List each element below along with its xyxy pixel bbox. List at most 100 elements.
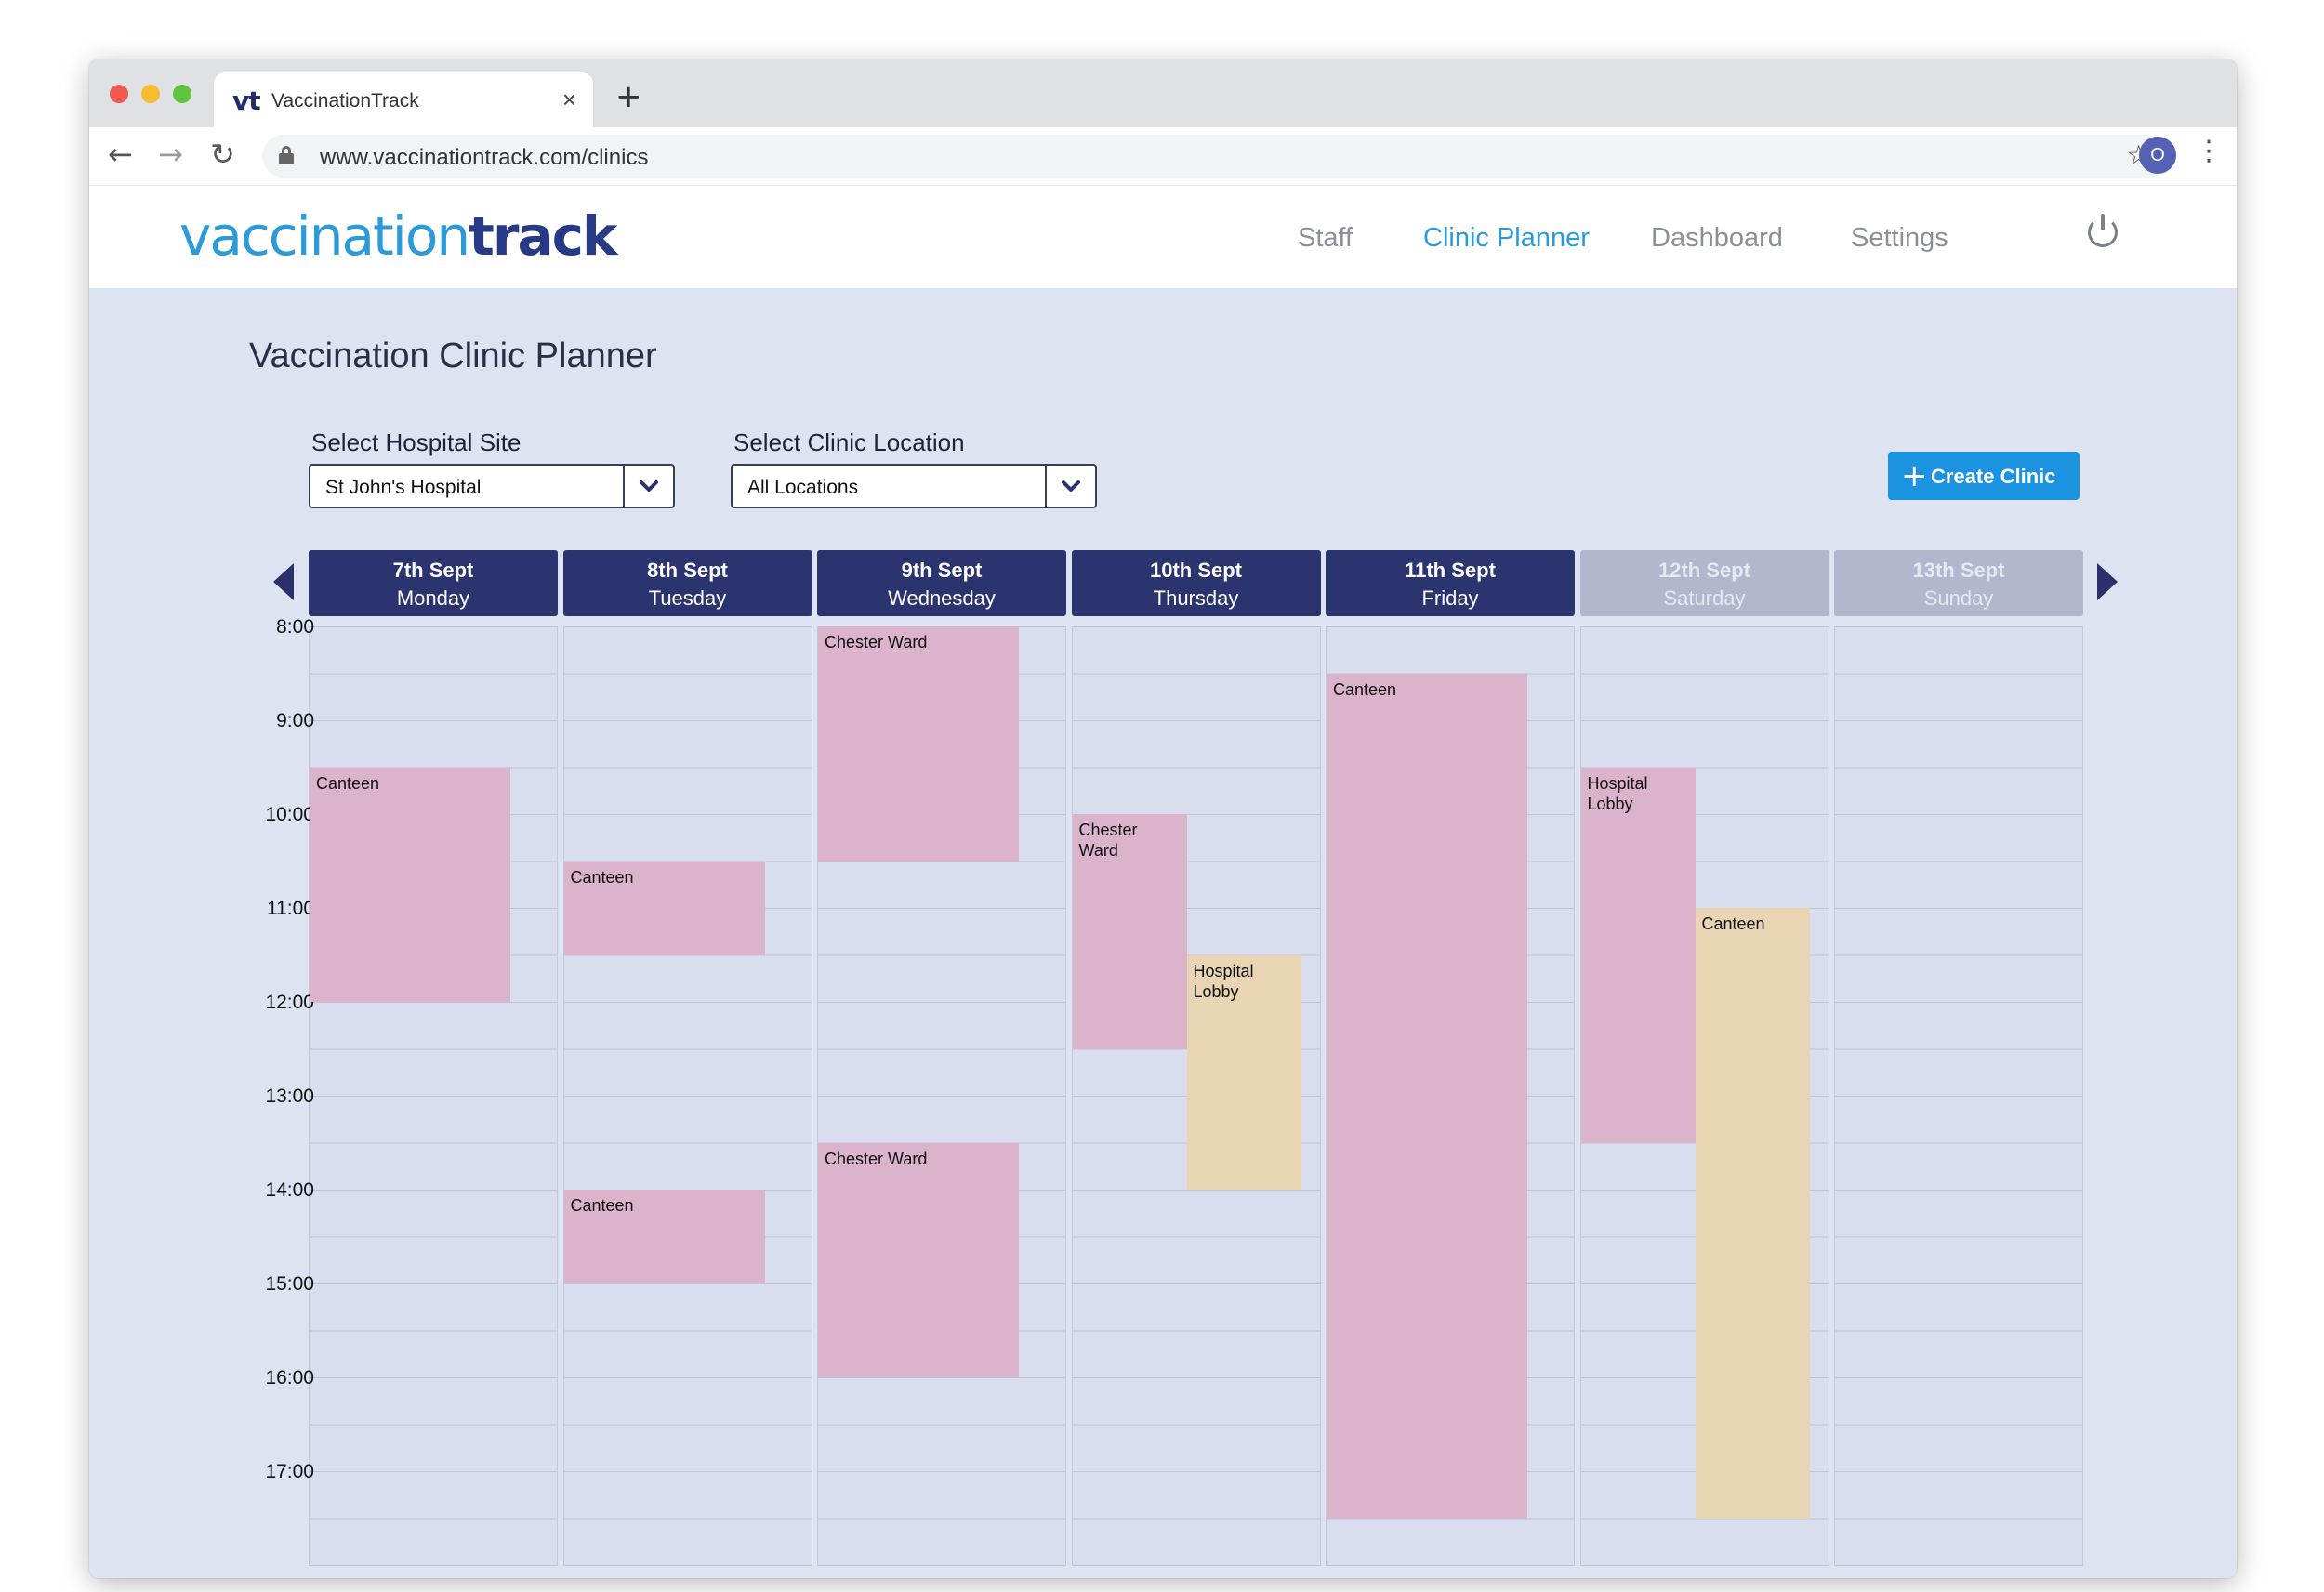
select-divider bbox=[1045, 466, 1047, 507]
day-header[interactable]: 12th Sept Saturday bbox=[1579, 550, 1829, 616]
day-header[interactable]: 9th Sept Wednesday bbox=[817, 550, 1066, 616]
day-column[interactable] bbox=[1834, 626, 2083, 1566]
profile-avatar[interactable]: O bbox=[2139, 137, 2176, 174]
select-divider bbox=[623, 466, 625, 507]
clinic-event[interactable]: Chester Ward bbox=[1072, 814, 1187, 1049]
day-date: 9th Sept bbox=[901, 559, 983, 582]
maximize-window-button[interactable] bbox=[173, 85, 191, 103]
nav-dashboard[interactable]: Dashboard bbox=[1651, 223, 1783, 253]
create-clinic-label: Create Clinic bbox=[1931, 465, 2056, 488]
day-name: Sunday bbox=[1923, 586, 1994, 610]
clinic-event-label: Canteen bbox=[316, 773, 380, 793]
close-window-button[interactable] bbox=[110, 85, 128, 103]
time-label: 17:00 bbox=[265, 1461, 314, 1482]
day-header[interactable]: 8th Sept Tuesday bbox=[562, 550, 812, 616]
clinic-event-label: Hospital bbox=[1587, 773, 1648, 793]
next-week-arrow-icon[interactable] bbox=[2097, 563, 2118, 600]
hospital-site-select[interactable]: St John's Hospital bbox=[309, 464, 675, 508]
app-header: vaccinationtrack Staff Clinic Planner Da… bbox=[89, 186, 2237, 288]
time-label: 16:00 bbox=[265, 1367, 314, 1388]
tab-title: VaccinationTrack bbox=[271, 90, 419, 112]
clinic-event-label: Canteen bbox=[1333, 679, 1397, 699]
nav-settings[interactable]: Settings bbox=[1851, 223, 1948, 253]
day-header[interactable]: 10th Sept Thursday bbox=[1071, 550, 1321, 616]
time-label: 12:00 bbox=[265, 992, 314, 1013]
logo-part-vaccination: vaccination bbox=[179, 204, 470, 268]
clinic-location-value: All Locations bbox=[747, 477, 859, 498]
day-header[interactable]: 7th Sept Monday bbox=[309, 550, 558, 616]
minimize-window-button[interactable] bbox=[141, 85, 160, 103]
day-name: Friday bbox=[1421, 586, 1479, 610]
chevron-down-icon bbox=[640, 480, 658, 492]
day-name: Saturday bbox=[1663, 586, 1746, 610]
day-column[interactable] bbox=[562, 626, 812, 1566]
logo-part-track: track bbox=[469, 204, 617, 268]
create-clinic-button[interactable]: + Create Clinic bbox=[1888, 452, 2080, 500]
browser-toolbar: ← → ↻ www.vaccinationtrack.com/clinics ☆… bbox=[89, 127, 2237, 186]
clinic-event[interactable]: Canteen bbox=[1695, 908, 1810, 1519]
day-name: Thursday bbox=[1153, 586, 1239, 610]
day-date: 13th Sept bbox=[1912, 559, 2005, 582]
clinic-event[interactable]: Chester Ward bbox=[818, 626, 1019, 862]
hospital-site-value: St John's Hospital bbox=[325, 477, 482, 498]
day-date: 10th Sept bbox=[1149, 559, 1243, 582]
app-logo[interactable]: vaccinationtrack bbox=[179, 204, 618, 268]
clinic-event-label: Chester Ward bbox=[825, 633, 928, 651]
nav-clinic-planner[interactable]: Clinic Planner bbox=[1423, 223, 1590, 253]
forward-arrow-icon[interactable]: → bbox=[158, 137, 183, 172]
favicon-icon: vt bbox=[232, 86, 261, 116]
clinic-event[interactable]: Hospital Lobby bbox=[1186, 954, 1301, 1190]
day-header[interactable]: 13th Sept Sunday bbox=[1834, 550, 2083, 616]
hospital-site-label: Select Hospital Site bbox=[311, 428, 522, 456]
clinic-event[interactable]: Canteen bbox=[563, 861, 765, 955]
time-label: 11:00 bbox=[267, 898, 314, 919]
time-label: 10:00 bbox=[265, 804, 314, 825]
day-name: Tuesday bbox=[648, 586, 727, 610]
clinic-event-label: Canteen bbox=[1701, 914, 1765, 933]
browser-window: vt VaccinationTrack × + ← → ↻ www.vaccin… bbox=[89, 59, 2237, 1578]
url-text[interactable]: www.vaccinationtrack.com/clinics bbox=[320, 145, 649, 170]
clinic-event-label: Canteen bbox=[570, 867, 634, 887]
clinic-event-label: Ward bbox=[1078, 841, 1118, 860]
clinic-event-label: Hospital bbox=[1193, 961, 1254, 980]
clinic-event-label: Chester Ward bbox=[825, 1149, 928, 1168]
address-bar[interactable]: www.vaccinationtrack.com/clinics ☆ bbox=[262, 135, 2168, 178]
close-tab-icon[interactable]: × bbox=[561, 86, 576, 113]
previous-week-arrow-icon[interactable] bbox=[273, 563, 294, 600]
back-arrow-icon[interactable]: ← bbox=[108, 137, 133, 172]
clinic-location-select[interactable]: All Locations bbox=[731, 464, 1097, 508]
clinic-event-label: Canteen bbox=[570, 1196, 634, 1215]
day-header[interactable]: 11th Sept Friday bbox=[1326, 550, 1575, 616]
clinic-event[interactable]: Canteen bbox=[310, 767, 510, 1002]
plus-icon: + bbox=[1901, 457, 1928, 494]
chevron-down-icon bbox=[1062, 480, 1080, 492]
time-label: 13:00 bbox=[265, 1085, 314, 1107]
page-title: Vaccination Clinic Planner bbox=[249, 336, 657, 375]
day-name: Monday bbox=[396, 586, 470, 610]
browser-tab[interactable]: vt VaccinationTrack × bbox=[214, 72, 593, 127]
day-date: 11th Sept bbox=[1405, 559, 1496, 582]
time-label: 8:00 bbox=[276, 616, 314, 638]
clinic-event[interactable]: Hospital Lobby bbox=[1580, 767, 1696, 1143]
clinic-event[interactable]: Canteen bbox=[563, 1190, 765, 1283]
time-label: 9:00 bbox=[276, 710, 314, 731]
time-label: 15:00 bbox=[265, 1273, 314, 1295]
day-name: Wednesday bbox=[888, 586, 996, 610]
clinic-event[interactable]: Canteen bbox=[1327, 673, 1527, 1519]
reload-icon[interactable]: ↻ bbox=[210, 137, 235, 172]
day-date: 12th Sept bbox=[1657, 559, 1751, 582]
clinic-event[interactable]: Chester Ward bbox=[818, 1142, 1019, 1377]
clinic-event-label: Chester bbox=[1078, 821, 1138, 839]
lock-icon bbox=[279, 146, 294, 164]
clinic-location-label: Select Clinic Location bbox=[733, 428, 965, 456]
day-date: 7th Sept bbox=[392, 559, 474, 582]
clinic-event-label: Lobby bbox=[1193, 981, 1239, 1001]
day-date: 8th Sept bbox=[647, 559, 728, 582]
nav-staff[interactable]: Staff bbox=[1298, 223, 1353, 253]
power-icon[interactable] bbox=[2088, 214, 2119, 247]
kebab-menu-icon[interactable]: ⋮ bbox=[2195, 135, 2223, 167]
time-label: 14:00 bbox=[265, 1179, 314, 1201]
new-tab-icon[interactable]: + bbox=[615, 78, 642, 115]
tab-strip: vt VaccinationTrack × + bbox=[89, 59, 2237, 127]
clinic-event-label: Lobby bbox=[1587, 794, 1633, 813]
